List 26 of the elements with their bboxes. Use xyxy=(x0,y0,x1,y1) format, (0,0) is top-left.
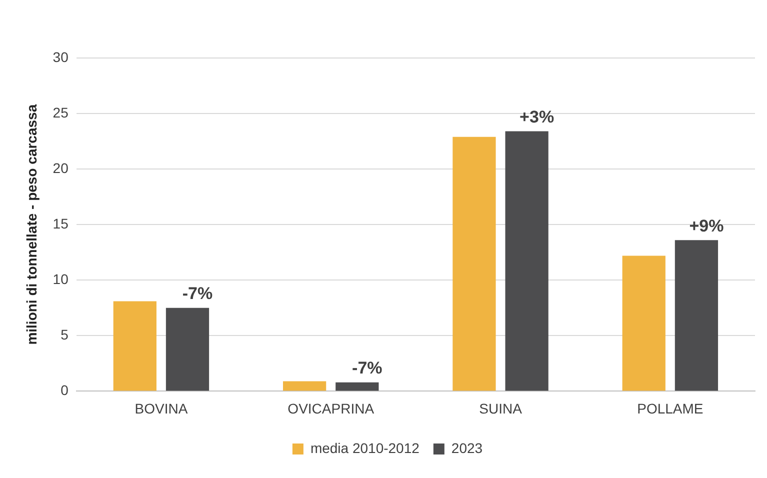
y-tick-label: 0 xyxy=(60,382,69,398)
y-tick-label: 15 xyxy=(52,215,69,232)
x-tick-label: POLLAME xyxy=(637,400,704,416)
legend-label: media 2010-2012 xyxy=(310,440,420,456)
y-tick-label: 25 xyxy=(52,104,69,120)
x-tick-label: BOVINA xyxy=(134,400,188,416)
bar xyxy=(166,308,210,391)
bar xyxy=(622,256,666,391)
bar xyxy=(452,136,496,391)
y-tick-label: 20 xyxy=(52,160,69,176)
bar xyxy=(505,131,548,391)
x-tick-label: OVICAPRINA xyxy=(288,400,375,416)
annotation: -7% xyxy=(182,284,213,304)
bar xyxy=(674,240,718,391)
annotation: -7% xyxy=(352,358,382,378)
legend-label: 2023 xyxy=(451,440,483,456)
y-tick-label: 10 xyxy=(52,270,69,287)
bar xyxy=(283,381,326,391)
y-tick-label: 30 xyxy=(52,48,69,65)
y-axis-title: milioni di tonnellate - peso carcassa xyxy=(23,104,40,345)
y-tick-label: 5 xyxy=(60,326,69,343)
bar xyxy=(113,301,156,391)
x-tick-label: SUINA xyxy=(479,400,523,416)
annotation: +9% xyxy=(689,216,724,236)
bar xyxy=(336,382,379,391)
annotation: +3% xyxy=(520,107,554,126)
